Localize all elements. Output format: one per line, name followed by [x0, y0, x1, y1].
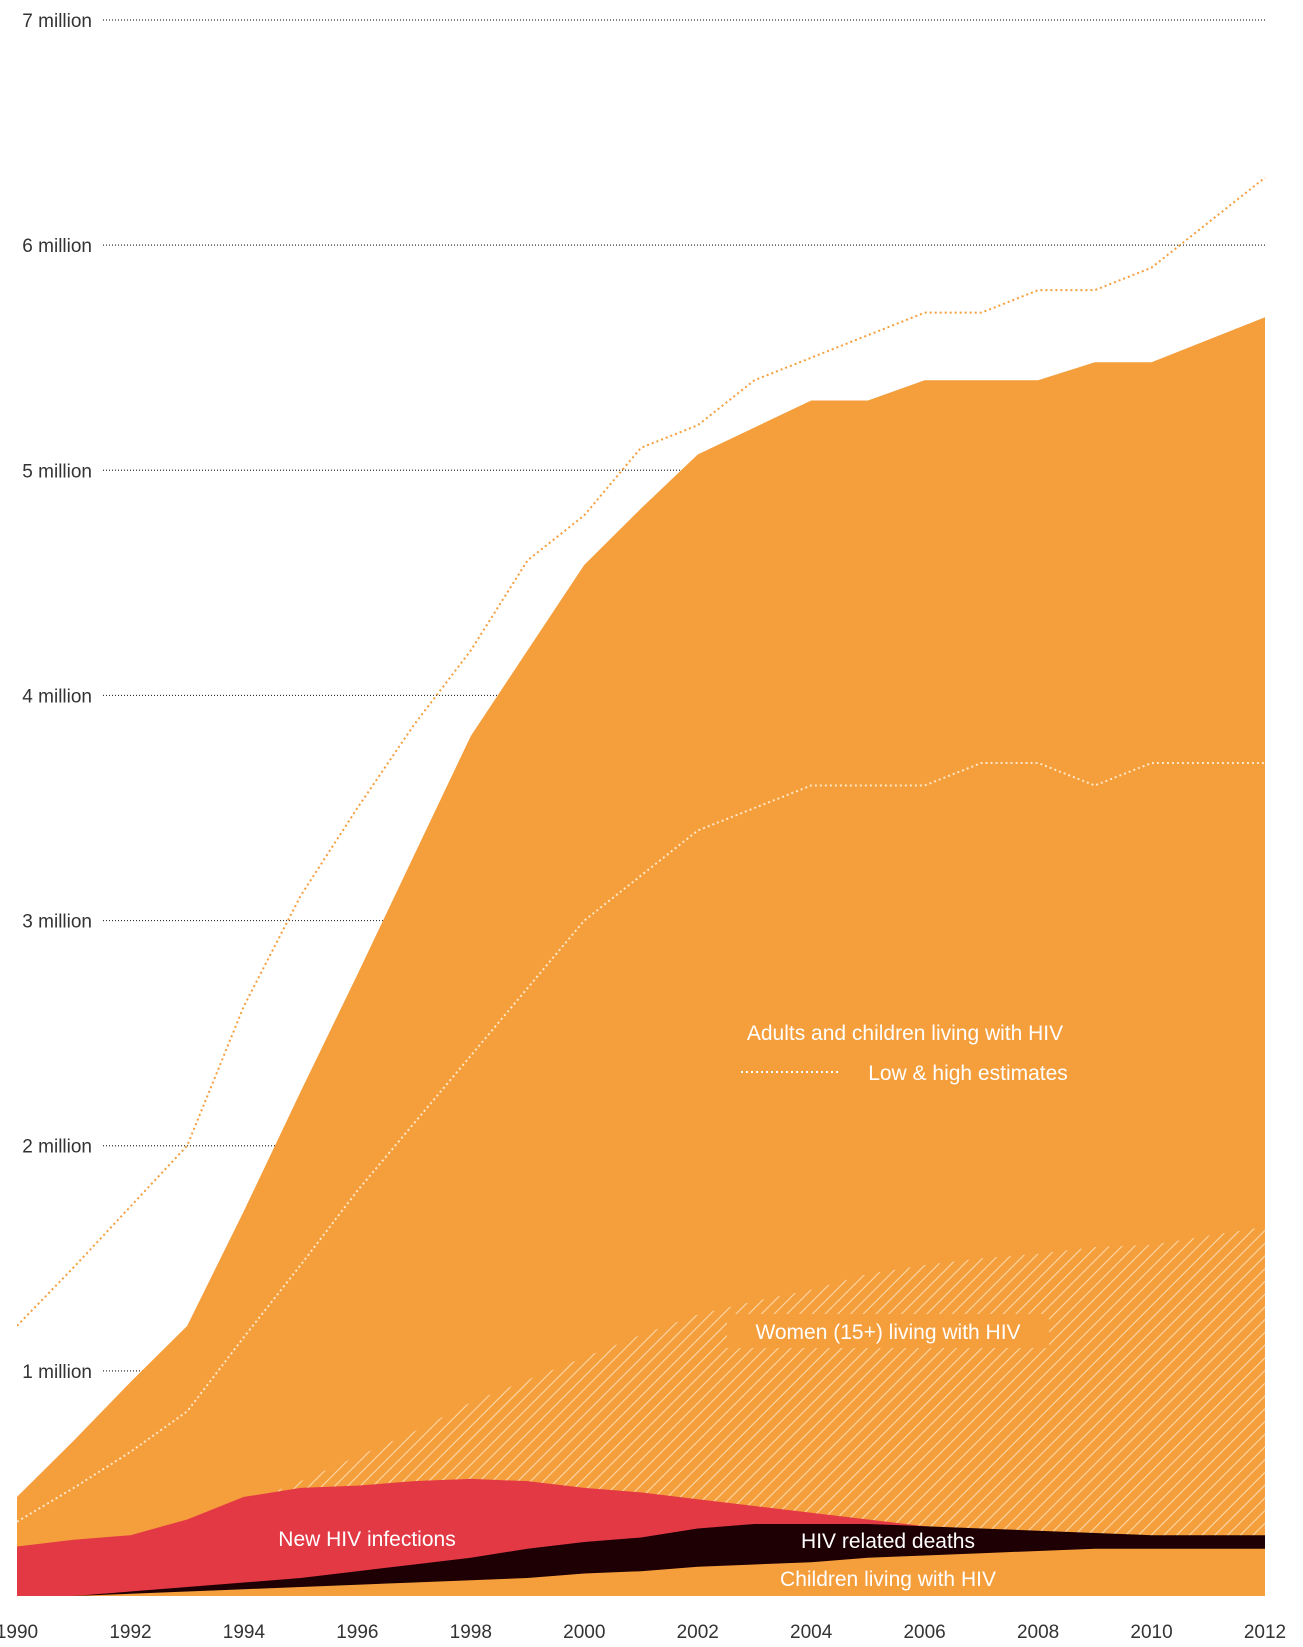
area-children-living-with-hiv — [17, 1548, 1265, 1596]
x-tick-label: 1990 — [0, 1622, 38, 1643]
estimate-lines — [17, 176, 1266, 1523]
label-hiv-related-deaths: HIV related deaths — [801, 1530, 975, 1553]
x-axis-ticks: 1990 1992 1994 1996 1998 2000 2002 2004 2006 2008… — [0, 1622, 1286, 1643]
line-low-estimate — [17, 761, 1265, 1523]
series-labels: Adults and children living with HIV Low … — [278, 1022, 1068, 1591]
x-tick-label: 2000 — [563, 1622, 605, 1643]
line-high-estimate — [17, 176, 1266, 1327]
x-tick-label: 2006 — [903, 1622, 945, 1643]
y-tick-label: 2 million — [22, 1137, 92, 1158]
x-tick-label: 1998 — [450, 1622, 492, 1643]
label-new-hiv-infections: New HIV infections — [278, 1528, 455, 1551]
y-tick-label: 1 million — [22, 1362, 92, 1383]
x-tick-label: 2004 — [790, 1622, 833, 1643]
y-axis-ticks: 1 million 2 million 3 million 4 million 5 mi… — [22, 11, 92, 1383]
x-tick-label: 2002 — [677, 1622, 719, 1643]
label-low-high-estimates: Low & high estimates — [868, 1062, 1068, 1085]
label-children-living-with-hiv: Children living with HIV — [780, 1568, 996, 1591]
x-tick-label: 2010 — [1130, 1622, 1172, 1643]
x-tick-label: 2008 — [1017, 1622, 1059, 1643]
x-tick-label: 1996 — [336, 1622, 378, 1643]
y-tick-label: 6 million — [22, 236, 92, 257]
y-tick-label: 7 million — [22, 11, 92, 32]
y-tick-label: 3 million — [22, 912, 92, 933]
y-tick-label: 4 million — [22, 686, 92, 707]
x-tick-label: 2012 — [1244, 1622, 1286, 1643]
y-tick-label: 5 million — [22, 461, 92, 482]
label-women-living-with-hiv: Women (15+) living with HIV — [755, 1321, 1020, 1344]
x-tick-label: 1992 — [109, 1622, 151, 1643]
label-adults-living-with-hiv: Adults and children living with HIV — [747, 1022, 1063, 1045]
areas — [17, 317, 1265, 1596]
label-women-background — [727, 1314, 1049, 1348]
x-tick-label: 1994 — [223, 1622, 266, 1643]
